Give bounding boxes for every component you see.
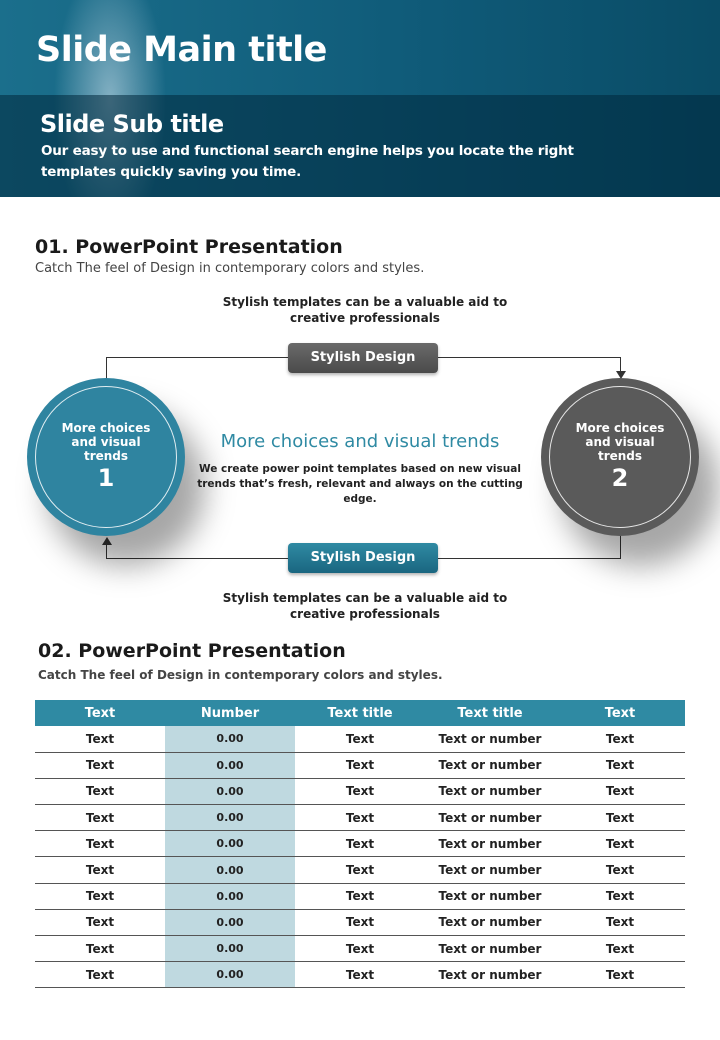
table-cell: Text xyxy=(555,830,685,858)
subtitle-band xyxy=(0,95,720,197)
circle-1: More choices and visual trends 1 xyxy=(27,378,185,536)
table-cell: Text xyxy=(35,830,165,858)
table-cell: Text xyxy=(555,961,685,989)
table-row: Text 0.00 Text Text or number Text xyxy=(35,935,685,963)
table-row: Text 0.00 Text Text or number Text xyxy=(35,856,685,884)
circle-1-text: More choices and visual trends xyxy=(61,421,151,463)
table-cell: Text xyxy=(555,935,685,963)
sub-text: Our easy to use and functional search en… xyxy=(41,143,574,180)
table-cell: Text or number xyxy=(425,804,555,832)
table-cell: Text xyxy=(555,726,685,753)
table-cell: Text xyxy=(555,883,685,910)
table-cell: Text xyxy=(295,804,425,832)
table-cell: Text xyxy=(295,856,425,884)
connector-bottom-right xyxy=(620,535,621,558)
data-table: Text Number Text title Text title Text Text 0… xyxy=(35,700,685,989)
table-cell: Text xyxy=(295,752,425,779)
table-row: Text 0.00 Text Text or number Text xyxy=(35,830,685,858)
table-cell: 0.00 xyxy=(165,752,295,779)
table-row: Text 0.00 Text Text or number Text xyxy=(35,909,685,937)
section1-subtitle: Catch The feel of Design in contemporary… xyxy=(35,261,425,276)
table-row: Text 0.00 Text Text or number Text xyxy=(35,778,685,806)
table-cell: Text or number xyxy=(425,856,555,884)
column-header: Number xyxy=(165,700,295,726)
table-cell: 0.00 xyxy=(165,804,295,832)
caption-bottom: Stylish templates can be a valuable aid … xyxy=(222,591,508,621)
table-cell: Text xyxy=(295,961,425,989)
connector-top-right xyxy=(620,357,621,372)
table-cell: Text xyxy=(295,726,425,753)
sub-title: Slide Sub title xyxy=(40,110,224,138)
column-header: Text xyxy=(35,700,165,726)
section1-title: 01. PowerPoint Presentation xyxy=(35,236,343,258)
table-cell: Text or number xyxy=(425,935,555,963)
table-cell: Text xyxy=(555,804,685,832)
table-cell: Text xyxy=(295,883,425,910)
table-cell: Text xyxy=(35,883,165,910)
table-cell: Text or number xyxy=(425,752,555,779)
table-cell: 0.00 xyxy=(165,856,295,884)
table-cell: Text xyxy=(35,778,165,806)
table-cell: Text xyxy=(295,935,425,963)
circle-2: More choices and visual trends 2 xyxy=(541,378,699,536)
table-cell: Text or number xyxy=(425,909,555,937)
table-cell: Text xyxy=(555,856,685,884)
table-cell: Text xyxy=(295,909,425,937)
table-cell: Text xyxy=(35,935,165,963)
table-cell: Text xyxy=(555,778,685,806)
table-cell: 0.00 xyxy=(165,961,295,989)
section2-subtitle: Catch The feel of Design in contemporary… xyxy=(38,668,443,682)
connector-bottom-left xyxy=(106,545,107,558)
pill-stylish-design-bottom: Stylish Design xyxy=(288,543,438,573)
column-header: Text title xyxy=(425,700,555,726)
section2-title: 02. PowerPoint Presentation xyxy=(38,640,346,662)
table-cell: 0.00 xyxy=(165,830,295,858)
table-row: Text 0.00 Text Text or number Text xyxy=(35,726,685,753)
table-cell: Text xyxy=(555,909,685,937)
table-cell: Text or number xyxy=(425,778,555,806)
main-title: Slide Main title xyxy=(36,30,327,70)
table-cell: Text xyxy=(35,961,165,989)
table-cell: 0.00 xyxy=(165,883,295,910)
table-cell: Text xyxy=(35,909,165,937)
circle-2-text: More choices and visual trends xyxy=(575,421,665,463)
table-cell: Text or number xyxy=(425,726,555,753)
table-cell: 0.00 xyxy=(165,778,295,806)
column-header: Text title xyxy=(295,700,425,726)
table-cell: 0.00 xyxy=(165,935,295,963)
table-cell: Text or number xyxy=(425,883,555,910)
caption-top: Stylish templates can be a valuable aid … xyxy=(222,295,508,325)
table-row: Text 0.00 Text Text or number Text xyxy=(35,804,685,832)
table-cell: Text or number xyxy=(425,830,555,858)
circle-1-number: 1 xyxy=(97,464,115,492)
table-cell: Text xyxy=(35,856,165,884)
pill-stylish-design-top: Stylish Design xyxy=(288,343,438,373)
table-cell: Text xyxy=(295,778,425,806)
arrow-up-icon xyxy=(102,537,112,545)
table-row: Text 0.00 Text Text or number Text xyxy=(35,883,685,910)
center-text: We create power point templates based on… xyxy=(197,463,523,505)
table-cell: Text xyxy=(35,726,165,753)
table-cell: Text xyxy=(295,830,425,858)
column-header: Text xyxy=(555,700,685,726)
center-title: More choices and visual trends xyxy=(220,431,500,452)
table-cell: 0.00 xyxy=(165,909,295,937)
table-cell: 0.00 xyxy=(165,726,295,753)
header-banner: Slide Main title Slide Sub title Our eas… xyxy=(0,0,720,197)
table-cell: Text or number xyxy=(425,961,555,989)
table-cell: Text xyxy=(35,804,165,832)
arrow-down-icon xyxy=(616,371,626,379)
table-cell: Text xyxy=(555,752,685,779)
circle-2-number: 2 xyxy=(611,464,629,492)
table-row: Text 0.00 Text Text or number Text xyxy=(35,961,685,989)
table-cell: Text xyxy=(35,752,165,779)
connector-top-left xyxy=(106,357,107,382)
table-row: Text 0.00 Text Text or number Text xyxy=(35,752,685,779)
